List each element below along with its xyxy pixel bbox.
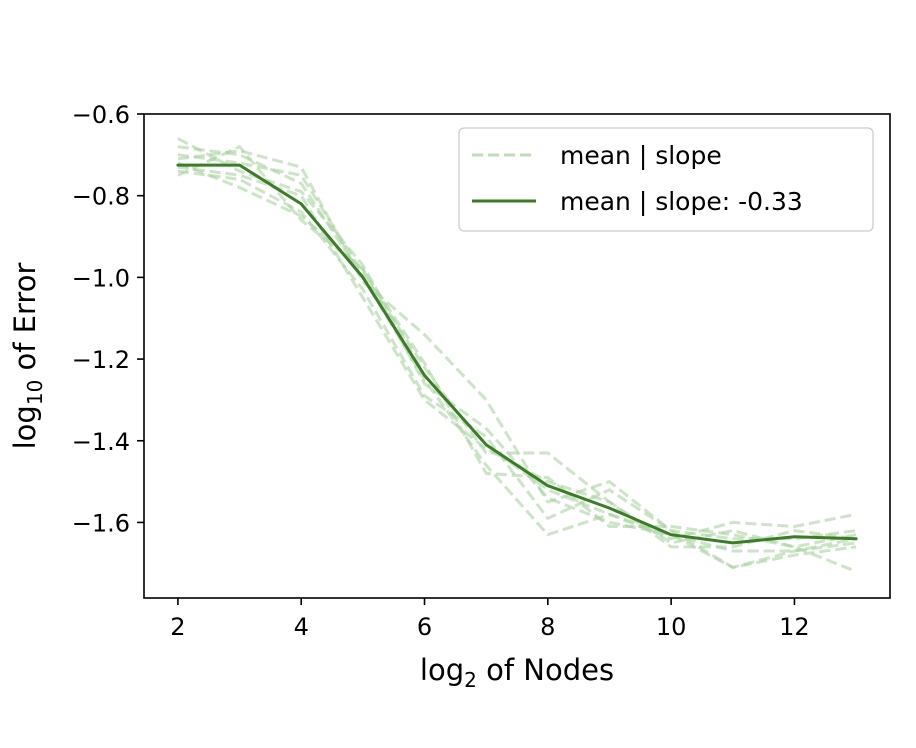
y-axis-label-base: log bbox=[8, 405, 42, 449]
x-axis-label-rest: of Nodes bbox=[477, 653, 614, 687]
series-layer bbox=[176, 137, 858, 573]
x-axis-label-base: log bbox=[420, 653, 464, 687]
plot-frame bbox=[143, 113, 891, 599]
x-axis-label-subscript: 2 bbox=[464, 668, 477, 692]
x-tick-label: 10 bbox=[656, 613, 687, 641]
series-line-mean bbox=[176, 163, 858, 545]
y-tick-label: −0.6 bbox=[72, 101, 130, 129]
series-line-run-6 bbox=[177, 149, 857, 541]
series-line-run-1 bbox=[177, 137, 857, 553]
y-tick-label: −0.8 bbox=[72, 183, 130, 211]
series-line-run-2 bbox=[177, 145, 857, 541]
x-tick-label: 6 bbox=[417, 613, 432, 641]
y-tick-label: −1.2 bbox=[72, 346, 130, 374]
legend-box bbox=[458, 127, 874, 232]
series-line-run-7 bbox=[177, 144, 857, 570]
y-tick-label: −1.6 bbox=[72, 509, 130, 537]
y-tick-label: −1.4 bbox=[72, 428, 130, 456]
x-axis: 2 4 6 8 10 12 bbox=[170, 598, 810, 641]
x-tick-label: 4 bbox=[294, 613, 309, 641]
legend-label-runs: mean | slope bbox=[560, 141, 722, 170]
y-axis-label: log10 of Error bbox=[8, 263, 47, 450]
y-axis-label-rest: of Error bbox=[8, 263, 42, 380]
x-tick-label: 12 bbox=[779, 613, 810, 641]
x-tick-label: 2 bbox=[170, 613, 185, 641]
x-axis-label: log2 of Nodes bbox=[420, 653, 614, 692]
y-axis-label-subscript: 10 bbox=[23, 380, 47, 405]
x-tick-label: 8 bbox=[540, 613, 555, 641]
y-axis: −0.6 −0.8 −1.0 −1.2 −1.4 −1.6 bbox=[72, 101, 144, 537]
legend-label-mean: mean | slope: -0.33 bbox=[560, 187, 803, 216]
y-tick-label: −1.0 bbox=[72, 264, 130, 292]
legend: mean | slope mean | slope: -0.33 bbox=[458, 127, 874, 232]
series-line-run-8 bbox=[177, 165, 857, 549]
series-line-run-5 bbox=[177, 161, 857, 573]
